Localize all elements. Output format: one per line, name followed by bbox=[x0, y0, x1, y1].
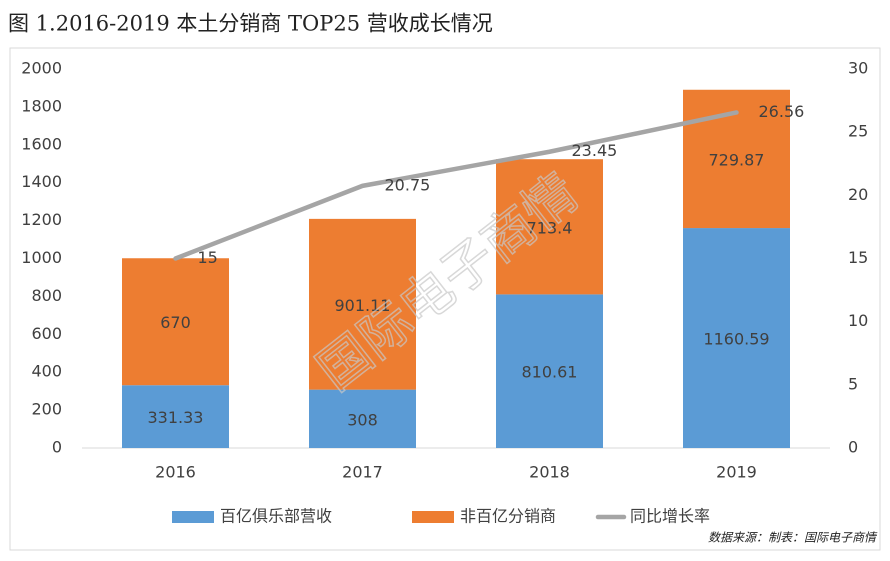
bar bbox=[122, 258, 229, 386]
bar-value-label: 729.87 bbox=[709, 150, 765, 169]
y2-tick-label: 30 bbox=[848, 59, 868, 78]
y-tick-label: 200 bbox=[31, 400, 62, 419]
y-tick-label: 1600 bbox=[21, 134, 62, 153]
bar bbox=[496, 159, 603, 295]
bar bbox=[683, 228, 790, 448]
x-tick-label: 2019 bbox=[716, 463, 757, 482]
y-tick-label: 400 bbox=[31, 362, 62, 381]
line bbox=[173, 110, 739, 261]
x-tick-label: 2018 bbox=[529, 463, 570, 482]
y2-tick-label: 20 bbox=[848, 185, 868, 204]
y-tick-label: 2000 bbox=[21, 59, 62, 78]
y2-tick-label: 10 bbox=[848, 311, 868, 330]
y2-tick-label: 15 bbox=[848, 248, 868, 267]
bar-value-label: 1160.59 bbox=[703, 330, 769, 349]
legend-label: 同比增长率 bbox=[630, 507, 710, 526]
bar-value-label: 670 bbox=[160, 313, 191, 332]
chart-title: 图 1.2016-2019 本土分销商 TOP25 营收成长情况 bbox=[8, 12, 493, 36]
bar-value-label: 308 bbox=[347, 410, 378, 429]
y2-tick-label: 25 bbox=[848, 122, 868, 141]
x-tick-label: 2016 bbox=[155, 463, 196, 482]
y-tick-label: 800 bbox=[31, 286, 62, 305]
bar bbox=[122, 385, 229, 448]
legend-swatch bbox=[412, 511, 454, 523]
legend-label: 非百亿分销商 bbox=[460, 507, 556, 526]
y-tick-label: 600 bbox=[31, 324, 62, 343]
y2-tick-label: 5 bbox=[848, 374, 858, 393]
line-value-label: 15 bbox=[198, 248, 218, 267]
bar-value-label: 331.33 bbox=[148, 408, 204, 427]
bar-value-label: 713.4 bbox=[527, 218, 573, 237]
y2-tick-label: 0 bbox=[848, 438, 858, 457]
line-value-label: 26.56 bbox=[759, 102, 805, 121]
y-tick-label: 1200 bbox=[21, 210, 62, 229]
source-note: 数据来源：制表：国际电子商情 bbox=[708, 531, 878, 545]
x-tick-label: 2017 bbox=[342, 463, 383, 482]
line-value-label: 20.75 bbox=[385, 175, 431, 194]
y-tick-label: 1800 bbox=[21, 96, 62, 115]
y-tick-label: 1400 bbox=[21, 172, 62, 191]
legend-label: 百亿俱乐部营收 bbox=[220, 507, 332, 526]
y-tick-label: 0 bbox=[52, 438, 62, 457]
legend-swatch bbox=[172, 511, 214, 523]
bar bbox=[496, 294, 603, 448]
y-tick-label: 1000 bbox=[21, 248, 62, 267]
bar bbox=[309, 218, 416, 390]
bar-value-label: 810.61 bbox=[522, 363, 578, 382]
bar-value-label: 901.11 bbox=[335, 296, 391, 315]
bar bbox=[309, 389, 416, 448]
line-value-label: 23.45 bbox=[572, 141, 618, 160]
